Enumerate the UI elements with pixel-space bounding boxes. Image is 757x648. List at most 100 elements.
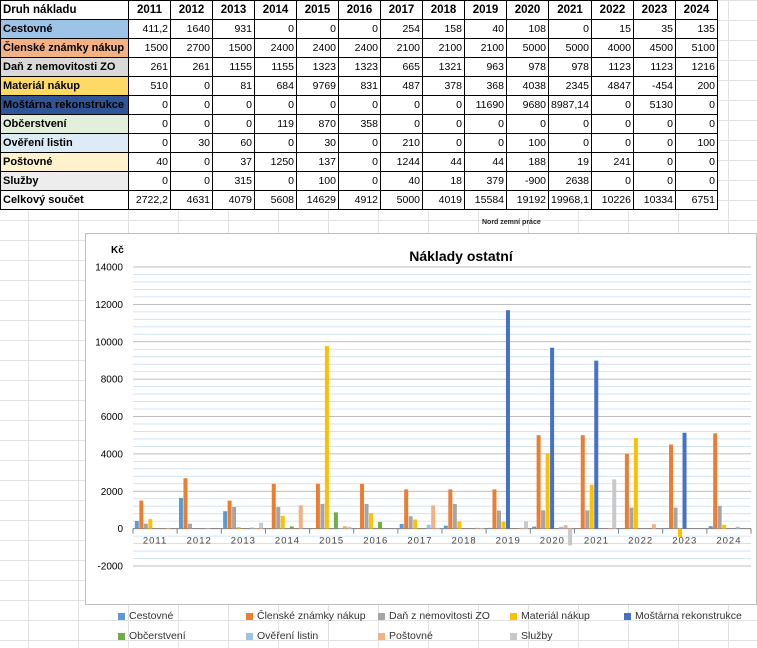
value-cell[interactable]: 0 xyxy=(632,171,676,191)
row-label-cell[interactable]: Občerstvení xyxy=(0,114,129,134)
value-cell[interactable]: 0 xyxy=(212,95,255,115)
value-cell[interactable]: 19 xyxy=(548,152,592,172)
value-cell[interactable]: 684 xyxy=(254,76,297,96)
total-value-cell[interactable]: 4019 xyxy=(422,190,465,210)
total-value-cell[interactable]: 15584 xyxy=(464,190,507,210)
value-cell[interactable]: 0 xyxy=(548,19,592,39)
data-table[interactable]: Druh nákladu 2011 2012 2013 2014 2015 2016 2017… xyxy=(0,0,718,210)
value-cell[interactable]: 0 xyxy=(254,133,297,153)
value-cell[interactable]: 1123 xyxy=(632,57,676,77)
total-value-cell[interactable]: 5000 xyxy=(380,190,423,210)
legend-item[interactable]: Služby xyxy=(510,630,553,642)
row-label-cell[interactable]: Moštárna rekonstrukce xyxy=(0,95,129,115)
row-label-cell[interactable]: Daň z nemovitosti ZO xyxy=(0,57,129,77)
value-cell[interactable]: 315 xyxy=(212,171,255,191)
value-cell[interactable]: 241 xyxy=(590,152,634,172)
value-cell[interactable]: 0 xyxy=(212,114,255,134)
value-cell[interactable]: 37 xyxy=(212,152,255,172)
value-cell[interactable]: 35 xyxy=(632,19,676,39)
value-cell[interactable]: 1123 xyxy=(590,57,634,77)
value-cell[interactable]: 0 xyxy=(464,114,507,134)
row-label-cell[interactable]: Ověření listin xyxy=(0,133,129,153)
value-cell[interactable]: 2400 xyxy=(254,38,297,58)
value-cell[interactable]: 9769 xyxy=(296,76,339,96)
value-cell[interactable]: 0 xyxy=(674,95,718,115)
value-cell[interactable]: 4847 xyxy=(590,76,634,96)
value-cell[interactable]: 0 xyxy=(674,171,718,191)
total-value-cell[interactable]: 19192 xyxy=(506,190,549,210)
value-cell[interactable]: 100 xyxy=(506,133,549,153)
total-value-cell[interactable]: 14629 xyxy=(296,190,339,210)
chart-legend[interactable]: Cestovné Členské známky nákup Daň z nemovi… xyxy=(118,610,757,648)
year-header-cell[interactable]: 2016 xyxy=(338,0,381,20)
value-cell[interactable]: 81 xyxy=(212,76,255,96)
year-header-cell[interactable]: 2023 xyxy=(632,0,676,20)
value-cell[interactable]: 4038 xyxy=(506,76,549,96)
value-cell[interactable]: 2700 xyxy=(170,38,213,58)
value-cell[interactable]: 0 xyxy=(254,19,297,39)
value-cell[interactable]: 15 xyxy=(590,19,634,39)
header-cell[interactable]: Druh nákladu xyxy=(0,0,129,20)
value-cell[interactable]: 0 xyxy=(422,114,465,134)
row-label-cell[interactable]: Členské známky nákup xyxy=(0,38,129,58)
value-cell[interactable]: 0 xyxy=(128,114,171,134)
value-cell[interactable]: 665 xyxy=(380,57,423,77)
year-header-cell[interactable]: 2014 xyxy=(254,0,297,20)
legend-item[interactable]: Moštárna rekonstrukce xyxy=(624,610,742,622)
year-header-cell[interactable]: 2012 xyxy=(170,0,213,20)
value-cell[interactable]: 2345 xyxy=(548,76,592,96)
value-cell[interactable]: 0 xyxy=(338,152,381,172)
value-cell[interactable]: 1216 xyxy=(674,57,718,77)
value-cell[interactable]: 200 xyxy=(674,76,718,96)
legend-item[interactable]: Cestovné xyxy=(118,610,173,622)
value-cell[interactable]: -900 xyxy=(506,171,549,191)
year-header-cell[interactable]: 2021 xyxy=(548,0,592,20)
value-cell[interactable]: 1323 xyxy=(296,57,339,77)
value-cell[interactable]: 963 xyxy=(464,57,507,77)
value-cell[interactable]: 0 xyxy=(170,171,213,191)
total-value-cell[interactable]: 10226 xyxy=(590,190,634,210)
value-cell[interactable]: 0 xyxy=(590,133,634,153)
value-cell[interactable]: 0 xyxy=(632,133,676,153)
value-cell[interactable]: 60 xyxy=(212,133,255,153)
value-cell[interactable]: 411,2 xyxy=(128,19,171,39)
total-value-cell[interactable]: 2722,2 xyxy=(128,190,171,210)
value-cell[interactable]: 0 xyxy=(674,152,718,172)
value-cell[interactable]: 2400 xyxy=(338,38,381,58)
legend-item[interactable]: Poštovné xyxy=(378,630,433,642)
value-cell[interactable]: 18 xyxy=(422,171,465,191)
year-header-cell[interactable]: 2015 xyxy=(296,0,339,20)
value-cell[interactable]: 379 xyxy=(464,171,507,191)
value-cell[interactable]: 5000 xyxy=(548,38,592,58)
value-cell[interactable]: 0 xyxy=(170,95,213,115)
value-cell[interactable]: 487 xyxy=(380,76,423,96)
value-cell[interactable]: 0 xyxy=(296,19,339,39)
value-cell[interactable]: 0 xyxy=(632,114,676,134)
value-cell[interactable]: 0 xyxy=(674,114,718,134)
legend-item[interactable]: Členské známky nákup xyxy=(246,610,366,622)
value-cell[interactable]: 2400 xyxy=(296,38,339,58)
value-cell[interactable]: 870 xyxy=(296,114,339,134)
value-cell[interactable]: 0 xyxy=(422,133,465,153)
value-cell[interactable]: 30 xyxy=(296,133,339,153)
value-cell[interactable]: 2638 xyxy=(548,171,592,191)
value-cell[interactable]: 378 xyxy=(422,76,465,96)
value-cell[interactable]: 2100 xyxy=(380,38,423,58)
value-cell[interactable]: 0 xyxy=(464,133,507,153)
value-cell[interactable]: 0 xyxy=(590,171,634,191)
value-cell[interactable]: 8987,14 xyxy=(548,95,592,115)
value-cell[interactable]: 0 xyxy=(548,133,592,153)
chart[interactable]: -2000 0 2000 4000 6000 8000 10000 12000 14000 201… xyxy=(85,233,757,605)
value-cell[interactable]: 0 xyxy=(338,19,381,39)
row-label-cell[interactable]: Cestovné xyxy=(0,19,129,39)
value-cell[interactable]: 368 xyxy=(464,76,507,96)
value-cell[interactable]: 1321 xyxy=(422,57,465,77)
value-cell[interactable]: 1500 xyxy=(128,38,171,58)
value-cell[interactable]: 188 xyxy=(506,152,549,172)
value-cell[interactable]: 1640 xyxy=(170,19,213,39)
value-cell[interactable]: 44 xyxy=(464,152,507,172)
value-cell[interactable]: 0 xyxy=(590,95,634,115)
value-cell[interactable]: 0 xyxy=(170,76,213,96)
value-cell[interactable]: 2100 xyxy=(422,38,465,58)
value-cell[interactable]: 0 xyxy=(170,152,213,172)
